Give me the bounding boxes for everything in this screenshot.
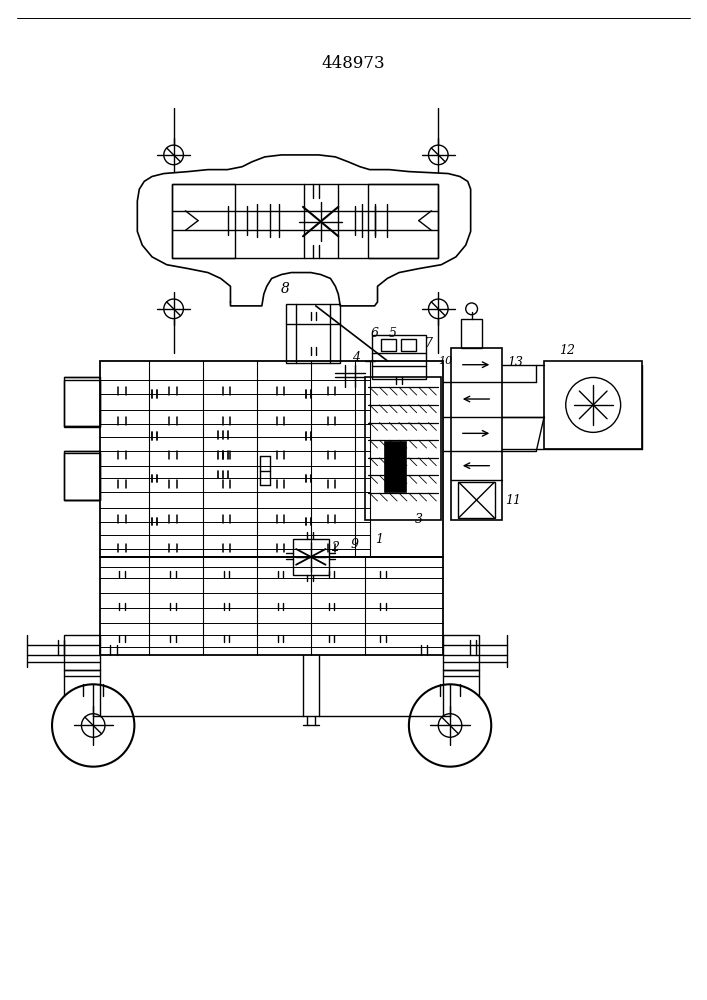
Bar <box>293 539 329 575</box>
Bar <box>172 184 235 258</box>
Text: 8: 8 <box>281 282 290 296</box>
Bar <box>382 339 396 351</box>
Bar <box>451 348 502 520</box>
Text: 9: 9 <box>351 538 359 551</box>
Text: 448973: 448973 <box>321 55 385 72</box>
Text: 12: 12 <box>559 344 575 357</box>
Bar <box>64 451 100 500</box>
Bar <box>401 339 416 351</box>
Bar <box>372 335 426 379</box>
Bar <box>368 184 438 258</box>
Bar <box>365 377 441 520</box>
Bar <box>64 635 100 670</box>
Bar <box>443 635 479 670</box>
Bar <box>286 304 340 363</box>
Bar <box>64 380 100 427</box>
Bar <box>458 482 495 518</box>
Bar <box>385 441 406 492</box>
Bar <box>100 361 443 557</box>
Text: 5: 5 <box>388 327 396 340</box>
Bar <box>461 319 482 348</box>
Text: 4: 4 <box>352 351 360 364</box>
Bar <box>64 377 100 426</box>
Bar <box>544 361 642 449</box>
Bar <box>64 453 100 500</box>
Text: 10: 10 <box>438 356 452 366</box>
Text: 6: 6 <box>370 327 378 340</box>
Text: 1: 1 <box>375 533 383 546</box>
Text: 11: 11 <box>505 494 521 507</box>
Text: 2: 2 <box>332 541 339 554</box>
Text: 13: 13 <box>507 356 523 369</box>
Text: 3: 3 <box>415 513 423 526</box>
Text: 7: 7 <box>424 337 433 350</box>
Bar <box>172 184 438 258</box>
Bar <box>100 557 443 655</box>
